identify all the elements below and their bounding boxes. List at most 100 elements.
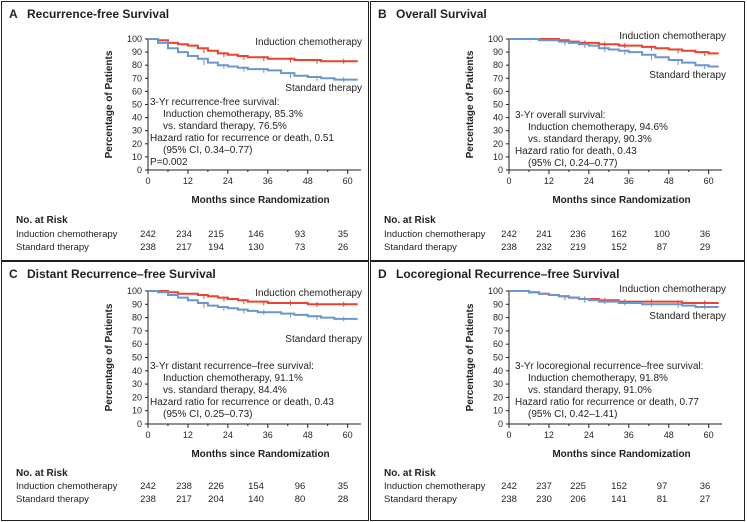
annotation-line: Induction chemotherapy, 94.6% xyxy=(528,122,668,133)
annotation-line: vs. standard therapy, 90.3% xyxy=(528,134,652,145)
risk-cell: 152 xyxy=(611,481,627,492)
y-tick-label: 80 xyxy=(132,313,142,323)
y-tick-label: 90 xyxy=(493,47,503,57)
y-tick-label: 30 xyxy=(132,379,142,389)
panel-title: Locoregional Recurrence–free Survival xyxy=(396,267,619,281)
y-tick-label: 30 xyxy=(493,126,503,136)
annotation-line: Hazard ratio for recurrence or death, 0.… xyxy=(515,397,699,408)
y-tick-label: 100 xyxy=(127,34,142,44)
curve-label-standard: Standard therapy xyxy=(649,311,726,322)
risk-table-title: No. at Risk xyxy=(384,468,436,479)
x-tick-label: 36 xyxy=(263,176,273,186)
risk-cell: 93 xyxy=(295,229,306,240)
annotation-line: Hazard ratio for death, 0.43 xyxy=(515,146,637,157)
risk-cell: 27 xyxy=(700,494,711,505)
risk-cell: 219 xyxy=(570,242,586,253)
x-tick-label: 36 xyxy=(263,430,273,440)
risk-cell: 80 xyxy=(295,494,306,505)
risk-row-label: Induction chemotherapy xyxy=(384,481,486,492)
series-line-induction xyxy=(148,290,358,306)
y-tick-label: 60 xyxy=(493,339,503,349)
annotation-line: Induction chemotherapy, 91.1% xyxy=(163,373,303,384)
y-tick-label: 0 xyxy=(498,419,503,429)
risk-cell: 194 xyxy=(208,242,224,253)
y-tick-label: 60 xyxy=(132,86,142,96)
y-tick-label: 10 xyxy=(132,406,142,416)
series-line-standard xyxy=(148,38,358,81)
panel-title: Overall Survival xyxy=(396,7,487,21)
risk-cell: 242 xyxy=(501,481,517,492)
y-tick-label: 100 xyxy=(488,286,503,296)
risk-row-label: Induction chemotherapy xyxy=(16,229,118,240)
annotation-line: Induction chemotherapy, 85.3% xyxy=(163,109,303,120)
x-tick-label: 0 xyxy=(506,176,511,186)
risk-row-label: Induction chemotherapy xyxy=(16,481,118,492)
panel-c: C Distant Recurrence–free Survival 0 10 20 30… xyxy=(1,261,369,521)
risk-cell: 238 xyxy=(176,481,192,492)
y-tick-label: 50 xyxy=(132,353,142,363)
x-tick-label: 12 xyxy=(183,176,193,186)
risk-cell: 242 xyxy=(140,229,156,240)
y-tick-label: 20 xyxy=(132,139,142,149)
x-tick-label: 60 xyxy=(343,176,353,186)
annotation-line: (95% CI, 0.25–0.73) xyxy=(163,409,253,420)
risk-cell: 238 xyxy=(140,242,156,253)
risk-cell: 241 xyxy=(536,229,552,240)
y-tick-label: 60 xyxy=(493,86,503,96)
risk-cell: 162 xyxy=(611,229,627,240)
y-tick-label: 10 xyxy=(493,152,503,162)
series-line-induction xyxy=(148,38,358,63)
panel-border xyxy=(1,1,369,261)
risk-cell: 236 xyxy=(570,229,586,240)
y-tick-label: 30 xyxy=(493,379,503,389)
x-tick-label: 48 xyxy=(664,430,674,440)
risk-cell: 215 xyxy=(208,229,224,240)
x-tick-label: 60 xyxy=(704,430,714,440)
risk-cell: 242 xyxy=(501,229,517,240)
risk-cell: 96 xyxy=(295,481,306,492)
risk-cell: 130 xyxy=(248,242,264,253)
risk-cell: 204 xyxy=(208,494,224,505)
y-tick-label: 80 xyxy=(132,60,142,70)
y-tick-label: 60 xyxy=(132,339,142,349)
y-tick-label: 70 xyxy=(493,326,503,336)
x-tick-label: 60 xyxy=(704,176,714,186)
risk-cell: 141 xyxy=(611,494,627,505)
y-tick-label: 20 xyxy=(493,392,503,402)
annotation-line: Hazard ratio for recurrence or death, 0.… xyxy=(150,133,334,144)
x-tick-label: 0 xyxy=(145,176,150,186)
risk-cell: 238 xyxy=(501,494,517,505)
y-tick-label: 70 xyxy=(132,73,142,83)
y-tick-label: 40 xyxy=(132,366,142,376)
risk-cell: 26 xyxy=(338,242,349,253)
x-tick-label: 60 xyxy=(343,430,353,440)
risk-cell: 238 xyxy=(140,494,156,505)
y-tick-label: 90 xyxy=(493,299,503,309)
y-tick-label: 50 xyxy=(493,100,503,110)
x-tick-label: 24 xyxy=(584,430,594,440)
risk-cell: 154 xyxy=(248,481,264,492)
annotation-line: (95% CI, 0.24–0.77) xyxy=(528,158,618,169)
panel-letter: A xyxy=(9,7,18,21)
risk-cell: 217 xyxy=(176,494,192,505)
annotation-line: Hazard ratio for recurrence or death, 0.… xyxy=(150,397,334,408)
y-tick-label: 100 xyxy=(488,34,503,44)
risk-cell: 242 xyxy=(140,481,156,492)
x-tick-label: 36 xyxy=(624,176,634,186)
risk-cell: 87 xyxy=(657,242,668,253)
x-tick-label: 12 xyxy=(544,430,554,440)
x-tick-label: 48 xyxy=(303,176,313,186)
panel-letter: B xyxy=(378,7,387,21)
risk-row-label: Standard therapy xyxy=(16,242,89,253)
annotation-line: P=0.002 xyxy=(150,157,188,168)
curve-label-standard: Standard therapy xyxy=(285,83,362,94)
risk-cell: 237 xyxy=(536,481,552,492)
y-tick-label: 40 xyxy=(493,113,503,123)
risk-cell: 140 xyxy=(248,494,264,505)
y-tick-label: 40 xyxy=(493,366,503,376)
curve-label-induction: Induction chemotherapy xyxy=(619,31,726,42)
y-tick-label: 0 xyxy=(498,165,503,175)
risk-cell: 230 xyxy=(536,494,552,505)
annotation-line: Induction chemotherapy, 91.8% xyxy=(528,373,668,384)
